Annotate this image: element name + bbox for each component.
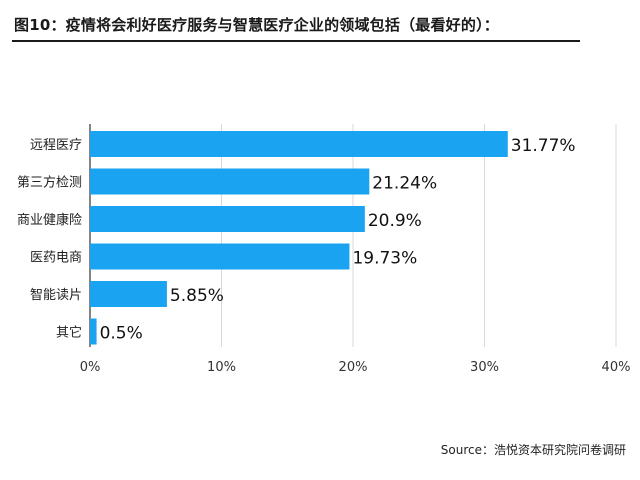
category-label: 第三方检测: [17, 175, 82, 191]
data-label: 31.77%: [511, 136, 576, 156]
category-label: 商业健康险: [17, 212, 82, 228]
category-label: 智能读片: [30, 288, 82, 303]
category-label: 医药电商: [30, 251, 82, 266]
data-label: 0.5%: [100, 324, 143, 344]
bar: [90, 168, 370, 195]
x-tick-label: 30%: [470, 360, 499, 375]
bar: [90, 318, 97, 345]
bars: [90, 131, 508, 345]
labels: 0% 10% 20% 30% 40% 远程医疗 31.77% 第三方检测 21.24% 商业健康险…: [17, 136, 630, 375]
data-label: 5.85%: [170, 286, 224, 306]
bar: [90, 281, 167, 307]
data-label: 19.73%: [352, 249, 417, 269]
x-tick-label: 10%: [207, 360, 236, 375]
x-tick-label: 40%: [602, 360, 631, 375]
category-label: 其它: [56, 325, 82, 341]
x-tick-label: 20%: [339, 360, 368, 375]
data-label: 20.9%: [368, 211, 422, 231]
chart-title: 图10：疫情将会利好医疗服务与智慧医疗企业的领域包括（最看好的）：: [14, 16, 499, 34]
bar: [90, 243, 350, 270]
x-tick-label: 0%: [80, 360, 101, 375]
gridlines: [89, 124, 617, 347]
bar: [90, 131, 508, 157]
title-underline: [12, 40, 580, 42]
category-label: 远程医疗: [30, 138, 82, 153]
data-label: 21.24%: [372, 174, 437, 194]
source-note: Source：浩悦资本研究院问卷调研: [440, 443, 626, 457]
bar: [90, 206, 365, 232]
